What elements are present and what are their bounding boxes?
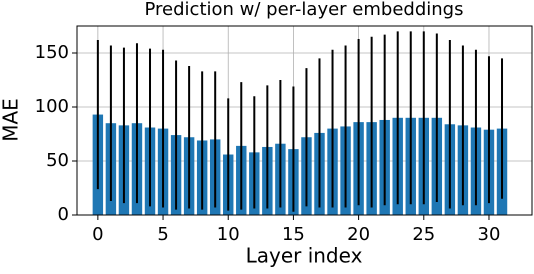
plot-frame (76, 25, 533, 216)
chart-title: Prediction w/ per-layer embeddings (145, 0, 464, 20)
x-tick-label: 30 (478, 224, 501, 245)
y-axis-label: MAE (0, 98, 23, 142)
y-tick-label: 100 (35, 96, 69, 117)
y-tick-label: 150 (35, 42, 69, 63)
x-tick-label: 15 (282, 224, 305, 245)
x-tick-label: 20 (347, 224, 370, 245)
x-axis-label: Layer index (246, 244, 363, 268)
x-tick-label: 10 (217, 224, 240, 245)
y-tick-label: 0 (58, 204, 69, 225)
x-tick-label: 5 (157, 224, 168, 245)
x-tick-label: 0 (92, 224, 103, 245)
y-tick-label: 50 (46, 150, 69, 171)
x-tick-label: 25 (412, 224, 435, 245)
